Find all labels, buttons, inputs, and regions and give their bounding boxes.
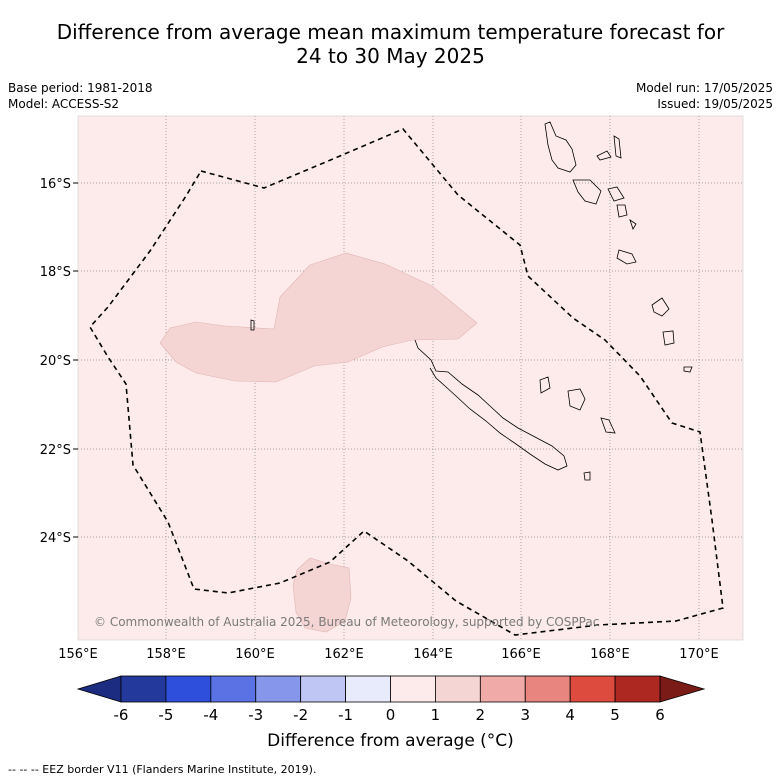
lon-tick-166e: 166°E: [501, 647, 541, 662]
colorbar-segment: [524, 675, 571, 703]
colorbar-segment: [479, 675, 526, 703]
eastern-islands: [250, 297, 693, 373]
lat-tick-20s: 20°S: [40, 354, 71, 369]
colorbar-segment: [390, 675, 436, 703]
colorbar-segment: [300, 675, 346, 703]
colorbar-tick-label: 5: [610, 706, 620, 724]
new-caledonia-coast: [414, 339, 568, 471]
colorbar-segment: [165, 675, 212, 703]
colorbar-tick-label: 4: [565, 706, 575, 724]
title-line-2: 24 to 30 May 2025: [296, 44, 485, 68]
colorbar-low-arrow: [76, 675, 122, 703]
colorbar-segment: [614, 675, 661, 703]
colorbar-tick-label: -1: [338, 706, 353, 724]
colorbar-tick-label: 3: [520, 706, 530, 724]
loyalty-islands: [539, 376, 616, 481]
colorbar-tick-label: -6: [114, 706, 129, 724]
map-frame: [77, 115, 744, 641]
lat-tick-labels: 16°S 18°S 20°S 22°S 24°S: [40, 177, 78, 546]
map-title: Difference from average mean maximum tem…: [0, 20, 781, 68]
lon-tick-170e: 170°E: [679, 647, 719, 662]
colorbar-segment: [210, 675, 257, 703]
lat-tick-24s: 24°S: [40, 531, 71, 546]
meta-left: Base period: 1981-2018 Model: ACCESS-S2: [8, 80, 153, 112]
colorbar-segment: [120, 675, 167, 703]
map-background: [78, 116, 743, 640]
lon-tick-156e: 156°E: [58, 647, 98, 662]
colorbar-segment: [345, 675, 391, 703]
lon-tick-162e: 162°E: [324, 647, 364, 662]
colorbar-segment: [435, 675, 481, 703]
colorbar-tick-label: 6: [655, 706, 665, 724]
vanuatu-islands: [544, 121, 637, 265]
lon-tick-160e: 160°E: [235, 647, 275, 662]
colorbar-tick-label: -3: [248, 706, 263, 724]
colorbar-tick-label: 0: [386, 706, 396, 724]
colorbar-high-arrow: [659, 675, 706, 703]
title-line-1: Difference from average mean maximum tem…: [56, 20, 725, 44]
meta-right: Model run: 17/05/2025 Issued: 19/05/2025: [636, 80, 773, 112]
colorbar-tick-label: 2: [476, 706, 486, 724]
coastlines: [250, 121, 693, 481]
lon-tick-168e: 168°E: [590, 647, 630, 662]
eez-border: [89, 128, 724, 636]
colorbar-tick-label: -2: [293, 706, 308, 724]
colorbar-segment: [255, 675, 302, 703]
colorbar-label: Difference from average (°C): [267, 731, 514, 751]
lat-tick-22s: 22°S: [40, 443, 71, 458]
lon-tick-164e: 164°E: [413, 647, 453, 662]
colorbar-tick-label: -5: [158, 706, 173, 724]
lon-tick-158e: 158°E: [146, 647, 186, 662]
model-name: Model: ACCESS-S2: [8, 97, 120, 111]
model-run: Model run: 17/05/2025: [635, 81, 773, 95]
copyright-text: © Commonwealth of Australia 2025, Bureau…: [94, 615, 599, 629]
colorbar: -6 -5 -4 -3 -2 -1 0 1 2 3 4 5 6: [76, 675, 706, 724]
anomaly-region-south: [292, 557, 352, 633]
lon-tick-labels: 156°E 158°E 160°E 162°E 164°E 166°E 168°…: [58, 647, 719, 662]
base-period: Base period: 1981-2018: [8, 81, 153, 95]
colorbar-segment: [569, 675, 616, 703]
lat-tick-16s: 16°S: [40, 177, 71, 192]
colorbar-tick-label: -4: [203, 706, 218, 724]
anomaly-region-central: [159, 252, 478, 383]
colorbar-tick-label: 1: [431, 706, 441, 724]
issued-date: Issued: 19/05/2025: [657, 97, 773, 111]
eez-legend-note: -- -- -- EEZ border V11 (Flanders Marine…: [8, 763, 317, 776]
lat-tick-18s: 18°S: [40, 265, 71, 280]
